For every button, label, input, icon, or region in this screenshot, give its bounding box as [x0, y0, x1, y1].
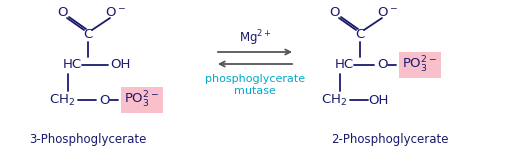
Text: O: O — [377, 59, 387, 71]
Text: O: O — [57, 6, 67, 19]
Text: HC: HC — [62, 59, 82, 71]
Text: OH: OH — [110, 59, 130, 71]
Text: O$^-$: O$^-$ — [377, 6, 399, 19]
Text: 3-Phosphoglycerate: 3-Phosphoglycerate — [29, 133, 147, 146]
Text: O: O — [329, 6, 339, 19]
Text: Mg$^{2+}$: Mg$^{2+}$ — [239, 28, 271, 48]
Text: 2-Phosphoglycerate: 2-Phosphoglycerate — [331, 133, 449, 146]
Text: C: C — [83, 29, 93, 41]
Text: CH$_2$: CH$_2$ — [321, 92, 347, 108]
Text: O$^-$: O$^-$ — [105, 6, 127, 19]
Text: PO$_3^{2-}$: PO$_3^{2-}$ — [403, 55, 438, 75]
Text: CH$_2$: CH$_2$ — [49, 92, 75, 108]
Text: OH: OH — [368, 94, 388, 106]
Text: PO$_3^{2-}$: PO$_3^{2-}$ — [125, 90, 160, 110]
Text: C: C — [355, 29, 365, 41]
Text: HC: HC — [335, 59, 353, 71]
Text: O: O — [99, 94, 109, 106]
Text: phosphoglycerate
mutase: phosphoglycerate mutase — [205, 74, 305, 96]
